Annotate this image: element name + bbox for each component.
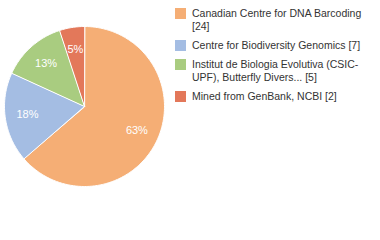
- html-text:Centre for Biodiversity Genomi: Centre for Biodiversity Genomics [7]: [192, 39, 361, 51]
- svg-text:5%: 5%: [67, 43, 83, 55]
- svg-text:18%: 18%: [16, 108, 38, 120]
- svg-text:13%: 13%: [35, 57, 57, 69]
- svg-text:63%: 63%: [126, 124, 148, 136]
- html-text:Canadian Centre for DNA Barcod: Canadian Centre for DNA Barcoding [24]: [192, 7, 362, 32]
- html-text:Institut de Biologia Evolutiva: Institut de Biologia Evolutiva (CSIC-UPF…: [192, 58, 359, 83]
- html-text:Mined from GenBank, NCBI [2]: Mined from GenBank, NCBI [2]: [192, 90, 337, 102]
